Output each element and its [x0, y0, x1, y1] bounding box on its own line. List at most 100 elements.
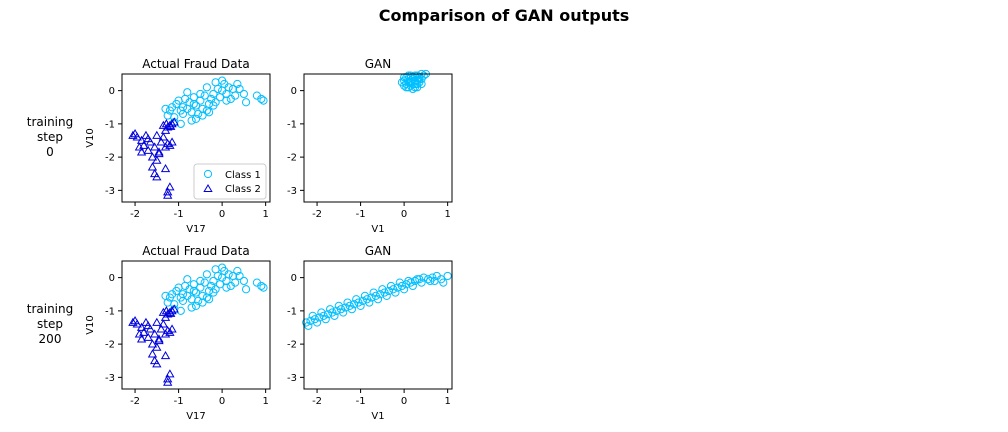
class2-point — [152, 130, 162, 139]
data-points — [397, 69, 430, 94]
class2-point — [160, 163, 171, 173]
class2-point — [143, 321, 153, 330]
class2-point — [152, 359, 162, 368]
x-tick-label: -1 — [174, 209, 184, 220]
class1-point — [213, 84, 222, 94]
class1-point — [176, 119, 185, 128]
x-tick-label: -1 — [174, 396, 184, 407]
y-tick-label: -3 — [105, 373, 115, 384]
class2-point — [167, 137, 177, 146]
class1-point — [198, 291, 207, 301]
class2-point — [136, 135, 147, 144]
class1-point — [200, 91, 209, 100]
class1-point — [202, 293, 211, 302]
class1-point — [194, 109, 203, 118]
class1-point — [304, 321, 313, 330]
class1-point — [178, 109, 188, 118]
class1-point — [231, 278, 240, 287]
class1-point — [196, 96, 205, 105]
class2-point — [152, 172, 162, 181]
class2-point — [149, 329, 160, 338]
class2-point — [161, 119, 172, 128]
x-tick-label: -1 — [356, 209, 366, 220]
class1-point — [187, 303, 196, 312]
class1-point — [235, 84, 244, 94]
row-label-line: 200 — [39, 332, 62, 346]
class2-point — [152, 342, 162, 351]
x-tick-label: -2 — [312, 396, 322, 407]
class1-point — [239, 89, 248, 99]
class2-point — [154, 335, 164, 345]
class2-point — [147, 152, 158, 161]
class1-point — [257, 94, 266, 104]
class1-point — [443, 271, 452, 281]
class2-point — [167, 324, 177, 333]
class1-point — [191, 101, 201, 110]
class2-point — [128, 317, 138, 326]
axes-frame — [121, 73, 271, 203]
x-tick-label: 1 — [262, 396, 268, 407]
y-tick-label: -3 — [287, 186, 297, 197]
data-points — [302, 271, 452, 330]
class2-point — [161, 306, 172, 315]
x-axis-label: V1 — [371, 224, 384, 235]
class1-point — [259, 96, 268, 105]
class2-point — [128, 130, 138, 139]
class1-point — [185, 98, 194, 107]
row-label-step-0: training step 0 — [27, 115, 74, 159]
class1-point — [191, 114, 201, 123]
class1-point — [202, 83, 211, 92]
class1-point — [204, 295, 214, 304]
axes-frame — [303, 260, 453, 390]
panel-actual-fraud-step-0: Actual Fraud Data -2 -1 0 1 0 -1 -2 -3 V17 V10 — [85, 57, 271, 235]
class1-point — [426, 276, 435, 286]
class1-point — [330, 311, 339, 320]
class1-point — [400, 285, 409, 294]
class1-point — [406, 76, 415, 85]
class2-point — [136, 147, 147, 156]
class1-point — [191, 288, 201, 297]
y-tick-label: 0 — [291, 273, 297, 284]
class1-point — [404, 276, 413, 286]
figure-title: Comparison of GAN outputs — [379, 6, 630, 25]
panel-title: GAN — [365, 57, 391, 71]
y-tick-label: -1 — [105, 119, 115, 130]
class1-point — [183, 88, 192, 97]
class1-point — [259, 283, 268, 292]
row-label-line: training — [27, 302, 74, 316]
class1-point — [211, 78, 220, 87]
x-tick-label: 1 — [262, 209, 268, 220]
x-axis-label: V17 — [186, 411, 206, 422]
class2-point — [149, 142, 160, 151]
class2-point — [154, 334, 164, 343]
class2-point — [169, 304, 179, 313]
class1-point — [352, 295, 361, 304]
y-tick-label: 0 — [109, 86, 115, 97]
class2-point — [139, 327, 149, 336]
class1-point — [343, 298, 352, 307]
class1-point — [347, 305, 356, 314]
class2-point — [163, 377, 173, 386]
class2-point — [154, 148, 164, 158]
class1-point — [198, 104, 207, 114]
class2-point — [134, 142, 145, 151]
class1-point — [413, 275, 422, 284]
x-tick-label: -2 — [130, 396, 140, 407]
class1-point — [194, 296, 203, 305]
data-points — [128, 76, 268, 199]
y-tick-label: 0 — [109, 273, 115, 284]
class2-point — [152, 155, 162, 164]
class1-point — [365, 298, 374, 307]
class2-point — [130, 316, 140, 325]
class1-point — [312, 318, 322, 327]
axes-frame — [303, 73, 453, 203]
class1-point — [191, 301, 201, 310]
class1-point — [187, 116, 196, 125]
x-tick-label: -2 — [130, 209, 140, 220]
class1-point — [198, 111, 207, 120]
class1-point — [378, 285, 387, 294]
y-tick-label: -2 — [287, 340, 297, 351]
class1-point — [198, 298, 207, 307]
class1-point — [222, 283, 231, 292]
class1-point — [209, 288, 218, 297]
